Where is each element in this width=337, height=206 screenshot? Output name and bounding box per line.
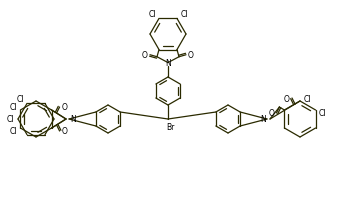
Text: O: O (269, 109, 274, 118)
Text: O: O (62, 127, 67, 136)
Text: Cl: Cl (303, 94, 311, 103)
Text: N: N (260, 115, 266, 124)
Text: Cl: Cl (319, 109, 326, 118)
Text: Cl: Cl (6, 115, 14, 124)
Text: Br: Br (166, 122, 174, 131)
Text: Cl: Cl (10, 103, 17, 112)
Text: N: N (70, 115, 76, 124)
Text: Cl: Cl (10, 127, 17, 136)
Text: O: O (188, 51, 194, 60)
Text: O: O (62, 103, 67, 112)
Text: Cl: Cl (16, 95, 24, 103)
Text: Cl: Cl (180, 10, 188, 19)
Text: O: O (284, 94, 290, 103)
Text: N: N (165, 59, 171, 68)
Text: Cl: Cl (148, 10, 156, 19)
Text: O: O (142, 51, 148, 60)
